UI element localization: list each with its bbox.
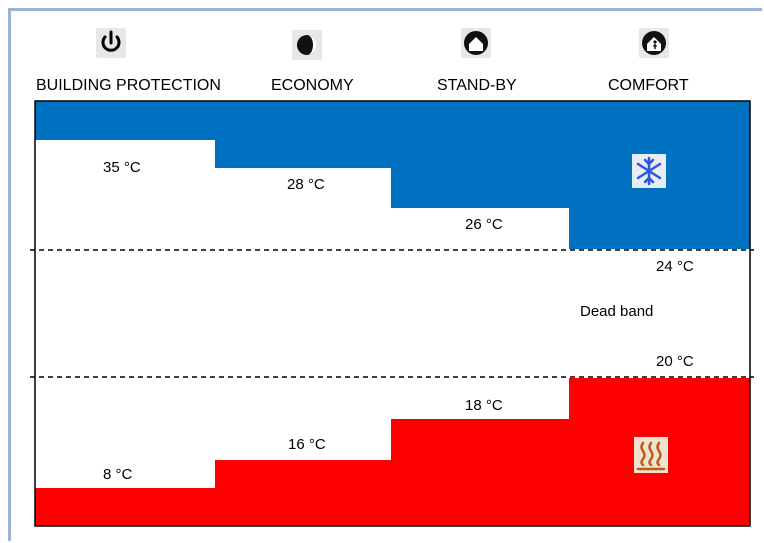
cooling-setpoint-economy: 28 °C bbox=[287, 176, 325, 193]
figure-frame bbox=[8, 8, 762, 541]
dead-band-label: Dead band bbox=[580, 303, 653, 320]
moon-icon bbox=[292, 30, 322, 60]
heat-waves-icon bbox=[634, 437, 668, 473]
dead-band-upper-temp: 24 °C bbox=[656, 258, 694, 275]
mode-label-building-protection: BUILDING PROTECTION bbox=[36, 77, 221, 94]
mode-label-comfort: COMFORT bbox=[608, 77, 689, 94]
heating-setpoint-economy: 16 °C bbox=[288, 436, 326, 453]
house-person-icon bbox=[639, 28, 669, 58]
cooling-setpoint-stand-by: 26 °C bbox=[465, 216, 503, 233]
heating-setpoint-building-protection: 8 °C bbox=[103, 466, 133, 483]
power-icon bbox=[96, 28, 126, 58]
dead-band-lower-temp: 20 °C bbox=[656, 353, 694, 370]
mode-label-economy: ECONOMY bbox=[271, 77, 354, 94]
snowflake-icon bbox=[632, 154, 666, 188]
heating-setpoint-stand-by: 18 °C bbox=[465, 397, 503, 414]
diagram-border bbox=[34, 100, 751, 527]
house-icon bbox=[461, 28, 491, 58]
mode-label-stand-by: STAND-BY bbox=[437, 77, 517, 94]
cooling-zone bbox=[35, 101, 750, 249]
cooling-setpoint-building-protection: 35 °C bbox=[103, 159, 141, 176]
heating-zone bbox=[35, 378, 750, 526]
